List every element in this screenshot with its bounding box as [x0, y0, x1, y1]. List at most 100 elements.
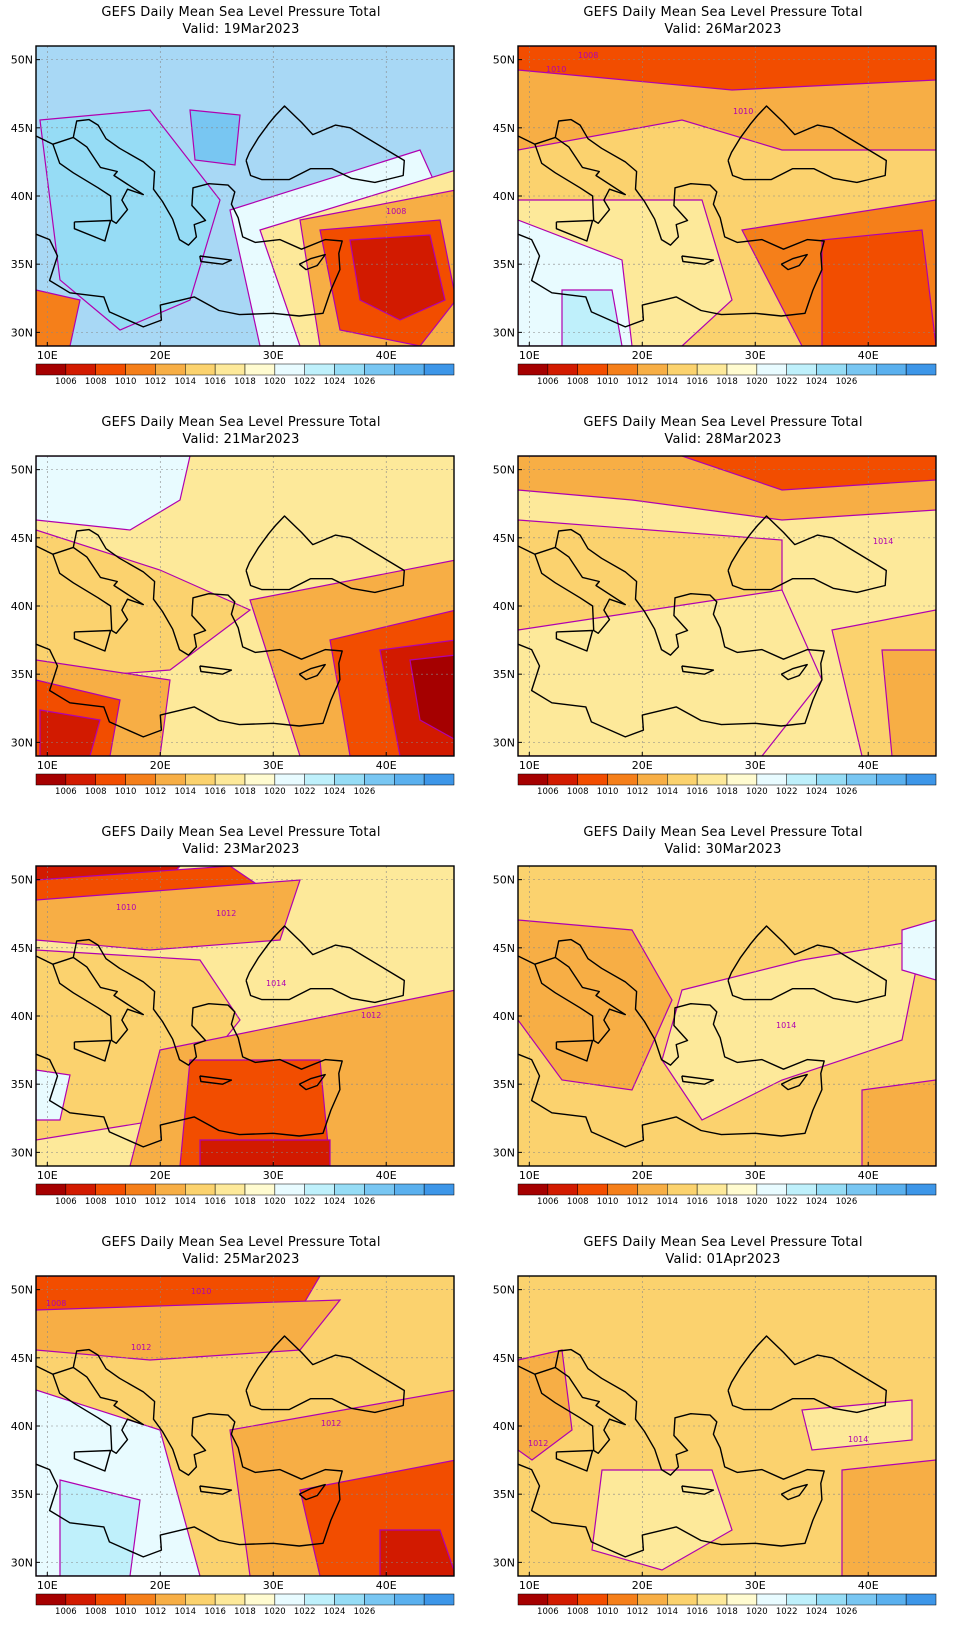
lon-tick-label: 10E: [519, 349, 540, 362]
colorbar-swatch: [607, 1593, 638, 1606]
pressure-field: 1014: [518, 866, 936, 1166]
colorbar-label: 1024: [324, 1607, 346, 1617]
colorbar-label: 1014: [174, 1197, 196, 1207]
lat-tick-label: 35N: [11, 668, 33, 681]
colorbar-swatch: [607, 363, 638, 376]
colorbar: 1006 1008 1010 1012 1014 1016 1018 1020 1022 1024…: [517, 773, 937, 797]
colorbar-label: 1018: [716, 1607, 738, 1617]
sicily-outline: [73, 629, 112, 652]
colorbar-label: 1026: [836, 1197, 858, 1207]
colorbar-swatch: [756, 1593, 787, 1606]
colorbar-label: 1006: [55, 787, 77, 797]
pressure-region: [861, 1079, 936, 1166]
colorbar-label: 1020: [264, 377, 286, 387]
lon-tick-label: 40E: [376, 349, 397, 362]
colorbar-label: 1026: [354, 787, 376, 797]
colorbar-swatch: [423, 773, 455, 786]
colorbar-swatch: [214, 773, 246, 786]
colorbar-swatch: [786, 363, 817, 376]
colorbar-swatch: [696, 1593, 728, 1606]
colorbar-swatch: [517, 363, 549, 376]
pressure-region: [59, 1479, 141, 1576]
colorbar-label: 1010: [597, 787, 619, 797]
contour-label: 1008: [578, 51, 598, 60]
lon-tick-label: 40E: [858, 1579, 879, 1592]
colorbar-label: 1024: [324, 787, 346, 797]
lon-tick-label: 40E: [376, 759, 397, 772]
colorbar-swatch: [756, 363, 787, 376]
colorbar-label: 1024: [806, 377, 828, 387]
colorbar-swatch: [244, 1183, 276, 1196]
lat-tick-label: 50N: [493, 464, 515, 477]
cyprus-outline: [780, 1073, 808, 1091]
colorbar-label: 1006: [537, 787, 559, 797]
pressure-region: [189, 109, 241, 166]
colorbar-swatch: [35, 1183, 67, 1196]
contour-label: 1014: [848, 1435, 868, 1444]
lon-tick-label: 30E: [263, 1579, 284, 1592]
colorbar-label: 1022: [294, 1607, 316, 1617]
contour-label: 1012: [528, 1439, 548, 1448]
colorbar-swatch: [244, 1593, 276, 1606]
lat-tick-label: 30N: [11, 326, 33, 339]
colorbar-swatch: [304, 363, 335, 376]
colorbar-label: 1012: [145, 787, 167, 797]
colorbar-label: 1020: [264, 787, 286, 797]
colorbar-swatch: [726, 773, 758, 786]
cyprus-outline: [298, 1483, 326, 1501]
colorbar-swatch: [577, 1593, 608, 1606]
pressure-field: 1012 1014: [518, 1276, 936, 1576]
contour-label: 1014: [266, 979, 286, 988]
colorbar-swatch: [846, 1593, 877, 1606]
colorbar-swatch: [65, 773, 96, 786]
lat-tick-label: 35N: [493, 258, 515, 271]
panel-valid-date: Valid: 28Mar2023: [664, 432, 782, 447]
sicily-outline: [555, 629, 594, 652]
colorbar-label: 1016: [204, 1607, 226, 1617]
colorbar-swatch: [905, 1593, 937, 1606]
colorbar-swatch: [394, 773, 425, 786]
pressure-region: [379, 1529, 454, 1576]
lon-tick-label: 10E: [37, 759, 58, 772]
colorbar-label: 1008: [85, 787, 107, 797]
colorbar-label: 1016: [204, 377, 226, 387]
colorbar-swatch: [304, 773, 335, 786]
crete-outline: [681, 1075, 715, 1085]
colorbar-swatch: [364, 1183, 395, 1196]
colorbar-swatch: [876, 1183, 907, 1196]
lon-tick-label: 10E: [37, 1169, 58, 1182]
black-sea-coastline: [245, 515, 405, 594]
lon-tick-label: 20E: [150, 1579, 171, 1592]
lat-tick-label: 35N: [11, 1078, 33, 1091]
panel-valid-date: Valid: 21Mar2023: [182, 432, 300, 447]
colorbar-label: 1008: [567, 787, 589, 797]
colorbar-label: 1006: [537, 377, 559, 387]
black-sea-coastline: [245, 1335, 405, 1414]
lon-tick-label: 40E: [376, 1579, 397, 1592]
colorbar-swatch: [816, 1183, 847, 1196]
colorbar-label: 1008: [85, 1197, 107, 1207]
colorbar-label: 1012: [627, 1607, 649, 1617]
crete-outline: [199, 1075, 233, 1085]
lat-tick-label: 45N: [493, 532, 515, 545]
colorbar-swatch: [214, 363, 246, 376]
colorbar-label: 1014: [174, 787, 196, 797]
mediterranean-coastline: [518, 118, 825, 328]
colorbar: 1006 1008 1010 1012 1014 1016 1018 1020 1022 1024…: [35, 363, 455, 387]
contour-label: 1012: [361, 1011, 381, 1020]
lon-tick-label: 40E: [858, 759, 879, 772]
contour-label: 1014: [776, 1021, 796, 1030]
panel-title: GEFS Daily Mean Sea Level Pressure Total: [101, 415, 381, 430]
panel-title: GEFS Daily Mean Sea Level Pressure Total: [583, 5, 863, 20]
colorbar-swatch: [876, 363, 907, 376]
lat-tick-label: 45N: [11, 532, 33, 545]
colorbar-label: 1016: [204, 787, 226, 797]
italy-coastline: [534, 136, 627, 225]
pressure-field: 1014: [518, 456, 936, 756]
lat-tick-label: 45N: [493, 1352, 515, 1365]
cyprus-outline: [298, 663, 326, 681]
lon-tick-label: 20E: [632, 1579, 653, 1592]
colorbar-swatch: [274, 773, 305, 786]
pressure-region: [36, 456, 191, 531]
colorbar-swatch: [905, 773, 937, 786]
